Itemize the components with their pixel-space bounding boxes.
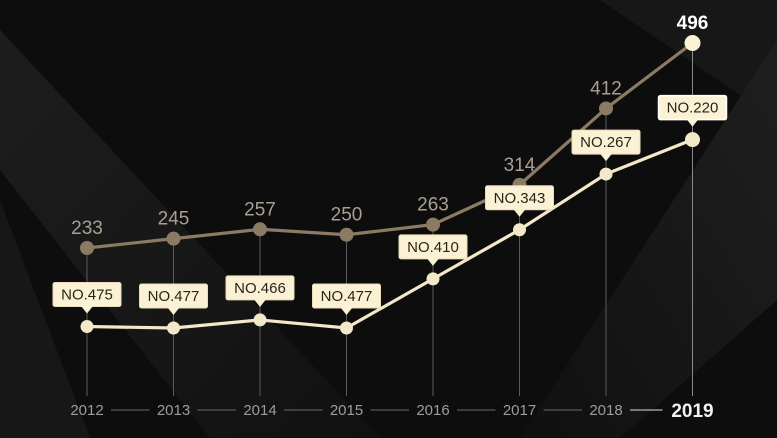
data-point-top — [599, 101, 613, 116]
data-label-bottom: NO.410 — [407, 239, 459, 256]
data-label-bottom: NO.477 — [148, 288, 200, 305]
data-point-bottom — [513, 223, 526, 237]
data-point-top — [426, 217, 440, 232]
series-line-top — [86, 41, 694, 250]
data-point-bottom — [253, 313, 267, 327]
data-point-bottom — [167, 321, 180, 335]
data-label-bottom: NO.466 — [234, 280, 286, 297]
data-label-top: 245 — [158, 209, 190, 230]
x-tick-label: 2015 — [330, 402, 363, 419]
data-label-bottom: NO.267 — [580, 134, 632, 151]
data-label-top: 496 — [677, 13, 709, 34]
data-point-top — [80, 241, 94, 255]
series-lines — [86, 41, 694, 330]
x-tick-label: 2013 — [157, 402, 190, 419]
data-label-top: 314 — [504, 155, 536, 176]
data-label-bottom: NO.220 — [667, 100, 719, 117]
rank-callout-pointer — [167, 307, 180, 315]
rank-callout-pointer — [254, 299, 266, 307]
rank-callout-pointer — [686, 119, 699, 127]
data-point-bottom — [685, 132, 700, 148]
data-label-bottom: NO.343 — [494, 190, 546, 207]
data-point-bottom — [340, 321, 353, 335]
rank-callout-pointer — [427, 258, 439, 266]
data-point-bottom — [599, 167, 613, 181]
data-label-bottom: NO.475 — [61, 287, 113, 304]
data-label-top: 257 — [244, 199, 276, 220]
x-tick-label: 2019 — [671, 401, 713, 422]
x-tick-label: 2014 — [243, 402, 276, 419]
x-tick-label: 2018 — [589, 402, 622, 419]
data-point-bottom — [426, 272, 440, 286]
x-tick-label: 2017 — [503, 402, 536, 419]
data-point-top — [253, 222, 267, 237]
data-label-top: 233 — [71, 218, 103, 239]
x-tick-label: 2012 — [70, 402, 103, 419]
data-point-bottom — [80, 320, 94, 334]
data-label-bottom: NO.477 — [321, 288, 373, 305]
x-tick-label: 2016 — [416, 402, 449, 419]
data-label-top: 263 — [417, 195, 449, 216]
series-marks: 233 245 257 250 263 314 412 496 NO.475 NO.477 NO.4… — [52, 13, 728, 335]
data-point-top — [684, 34, 701, 51]
rank-callout-pointer — [81, 306, 93, 314]
guide-lines — [86, 42, 693, 396]
data-label-top: 412 — [590, 78, 622, 99]
data-point-top — [339, 227, 354, 242]
data-point-top — [166, 231, 181, 246]
rank-callout-pointer — [600, 153, 612, 162]
x-axis: 2012 2013 2014 2015 2016 2017 2018 2019 — [70, 401, 713, 422]
rank-callout-pointer — [513, 209, 526, 217]
data-label-top: 250 — [331, 205, 363, 226]
rank-callout-pointer — [340, 307, 353, 315]
series-line-bottom — [86, 138, 694, 330]
